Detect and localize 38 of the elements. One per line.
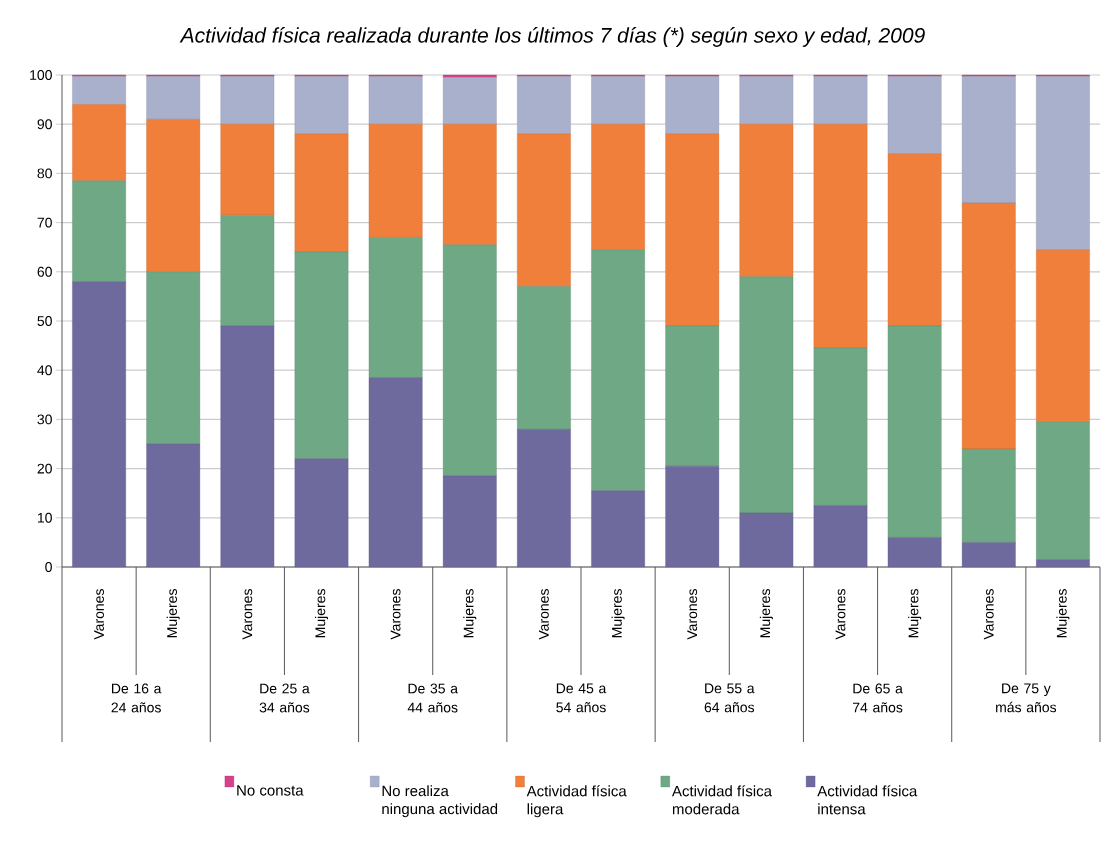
x-tick-label: Varones bbox=[390, 589, 401, 640]
y-tick-label: 30 bbox=[37, 414, 52, 425]
text: De 65 a 74 años bbox=[853, 683, 903, 713]
y-tick-label: 100 bbox=[30, 70, 52, 80]
text: De 75 y más años bbox=[996, 683, 1057, 713]
x-tick-label: Mujeres bbox=[166, 589, 180, 638]
text: De 25 a 34 años bbox=[259, 683, 310, 713]
y-tick-label: 20 bbox=[37, 463, 52, 474]
text: De 16 a 24 años bbox=[111, 683, 162, 713]
legend-label: Actividad física intensa bbox=[817, 785, 918, 815]
x-tick-label: Varones bbox=[835, 589, 846, 640]
x-tick-label: Mujeres bbox=[908, 589, 922, 638]
legend-label: Actividad física ligera bbox=[526, 785, 627, 818]
text: De 35 a 44 años bbox=[407, 683, 459, 713]
x-tick-label: Varones bbox=[242, 589, 253, 640]
y-tick-label: 90 bbox=[37, 119, 52, 130]
x-tick-label: Mujeres bbox=[759, 589, 773, 638]
y-tick-label: 50 bbox=[37, 316, 52, 326]
legend-label: No consta bbox=[237, 785, 304, 796]
y-tick-label: 70 bbox=[37, 217, 52, 228]
x-tick-label: Mujeres bbox=[463, 589, 477, 638]
y-tick-label: 40 bbox=[37, 365, 52, 376]
x-tick-label: Varones bbox=[983, 589, 994, 640]
y-tick-label: 0 bbox=[45, 562, 52, 572]
text: De 55 a 64 años bbox=[704, 683, 755, 713]
x-tick-label: Varones bbox=[687, 589, 698, 640]
legend-label: Actividad física moderada bbox=[671, 785, 772, 815]
chart-title: Actividad física realizada durante los últimos 7 días (*) según sexo y edad, 2009 bbox=[179, 27, 925, 47]
x-tick-label: Varones bbox=[539, 589, 549, 640]
x-tick-label: Mujeres bbox=[314, 589, 329, 638]
y-tick-label: 10 bbox=[37, 512, 52, 523]
x-tick-label: Mujeres bbox=[1056, 589, 1070, 638]
text: De 45 a 54 años bbox=[556, 683, 607, 713]
y-tick-label: 60 bbox=[37, 266, 52, 277]
x-tick-label: Varones bbox=[94, 589, 104, 640]
y-tick-label: 80 bbox=[37, 168, 52, 179]
x-tick-label: Mujeres bbox=[611, 589, 625, 638]
legend-label: No realiza ninguna actividad bbox=[382, 785, 498, 818]
